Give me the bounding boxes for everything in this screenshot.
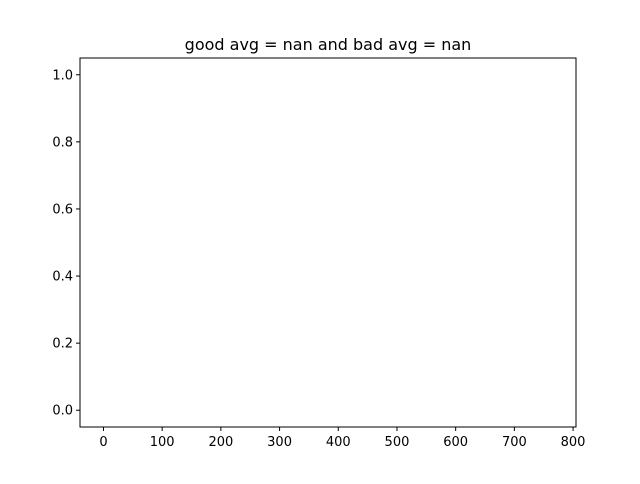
chart-title: good avg = nan and bad avg = nan	[185, 35, 472, 54]
y-tick-label: 0.2	[52, 337, 73, 352]
y-tick-label: 0.0	[52, 404, 73, 419]
plot-area	[79, 57, 577, 428]
x-axis-ticks: 0 100 200 300 400 500 600 700 800	[99, 427, 585, 450]
y-tick-label: 0.4	[52, 270, 73, 285]
x-tick-label: 800	[561, 435, 586, 450]
x-tick-label: 600	[443, 435, 468, 450]
x-tick-label: 100	[150, 435, 175, 450]
y-tick-label: 1.0	[52, 68, 73, 83]
x-tick-label: 200	[208, 435, 233, 450]
x-tick-label: 300	[267, 435, 292, 450]
x-tick-label: 500	[385, 435, 410, 450]
y-tick-label: 0.8	[52, 135, 73, 150]
x-tick-label: 400	[326, 435, 351, 450]
x-tick-label: 0	[99, 435, 107, 450]
y-tick-label: 0.6	[52, 202, 73, 217]
x-tick-label: 700	[502, 435, 527, 450]
y-axis-ticks: 0.0 0.2 0.4 0.6 0.8 1.0	[52, 68, 80, 419]
